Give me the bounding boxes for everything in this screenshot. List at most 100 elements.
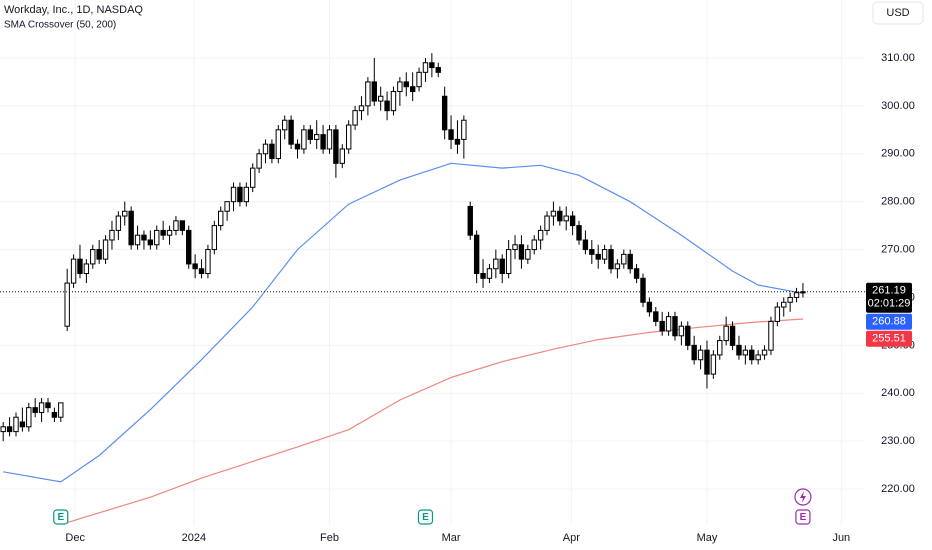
candle-body [109,229,115,241]
candle-body [659,320,665,332]
last-price-label: 261.19 [872,285,906,297]
candle-body [461,119,467,140]
candle-body [313,134,320,140]
y-tick-label: 280.00 [881,196,915,208]
candle-body [230,186,237,203]
candle-body [64,282,70,327]
candle-body [653,311,659,322]
candle-body [582,239,589,251]
candle-body [550,210,557,217]
candle-body [320,134,326,150]
candle-body [499,258,505,275]
chart-title: Workday, Inc., 1D, NASDAQ [4,4,143,16]
candle-body [339,148,345,164]
candle-body [480,273,486,279]
event-label: E [422,512,429,523]
candle-body [505,249,512,275]
candle-body [736,344,742,356]
candle-body [186,229,192,265]
x-tick-label: May [697,532,718,544]
candle-body [211,225,218,251]
candle-body [377,95,384,102]
candle-body [595,253,601,260]
candle-body [646,301,653,313]
candle-body [250,167,256,188]
event-label: E [800,512,807,523]
candle-body [467,205,473,236]
candle-body [32,407,38,413]
x-tick-label: Feb [320,532,339,544]
candle-body [365,81,371,107]
candle-body [173,220,179,231]
candle-body [685,325,691,346]
candle-body [147,239,154,246]
candle-body [13,416,19,433]
y-tick-label: 300.00 [881,100,915,112]
candle-body [512,244,518,251]
currency-label[interactable]: USD [886,7,909,19]
candle-body [768,320,774,351]
candle-body [301,129,307,150]
series-price-tag [866,313,912,330]
event-badge [795,509,811,525]
candle-body [26,407,32,428]
x-tick-label: 2024 [182,532,206,544]
y-tick-label: 290.00 [881,148,915,160]
candle-body [691,344,697,361]
candle-body [531,239,537,251]
candle-body [749,349,755,361]
candle-body [83,263,90,275]
candle-body [19,421,26,428]
candle-body [621,253,627,265]
candle-body [416,71,422,88]
candle-body [326,129,333,150]
candle-body [589,249,595,255]
candle-body [454,138,461,145]
candle-body [576,225,582,241]
candle-body [525,249,531,260]
candle-body [448,129,454,140]
candle-body [761,349,768,356]
candle-body [390,90,397,112]
candle-body [403,81,409,88]
candle-body [166,229,173,236]
price-axis-panel [865,0,932,550]
candle-body [307,129,313,140]
candle-body [672,316,678,337]
x-tick-label: Mar [442,532,461,544]
candle-body [633,268,640,279]
event-badge [53,509,69,525]
candle-body [90,249,96,265]
candle-body [800,291,806,294]
candle-body [224,201,230,212]
candle-body [601,249,608,260]
series-price-label: 260.88 [872,316,906,328]
candle-body [294,143,301,150]
candle-body [70,258,77,284]
currency-button[interactable] [872,1,924,25]
candle-body [557,210,563,222]
candle-body [537,229,544,241]
candle-body [493,258,499,270]
candle-body [569,215,576,227]
candle-body [614,263,621,270]
candle-body [352,110,358,126]
candle-body [345,124,352,150]
candle-body [397,81,403,92]
candle-body [729,325,736,346]
candle-body [787,296,793,303]
candle-body [0,426,6,433]
candle-body [38,402,45,413]
candle-body [192,263,198,270]
candle-body [134,234,141,246]
candle-body [288,119,294,145]
candle-body [96,249,102,260]
candle-body [269,143,275,160]
candle-body [742,349,749,356]
candle-body [282,119,288,131]
candle-body [77,258,83,275]
candle-body [435,67,441,73]
x-tick-label: Dec [65,532,85,544]
candle-body [473,234,480,275]
